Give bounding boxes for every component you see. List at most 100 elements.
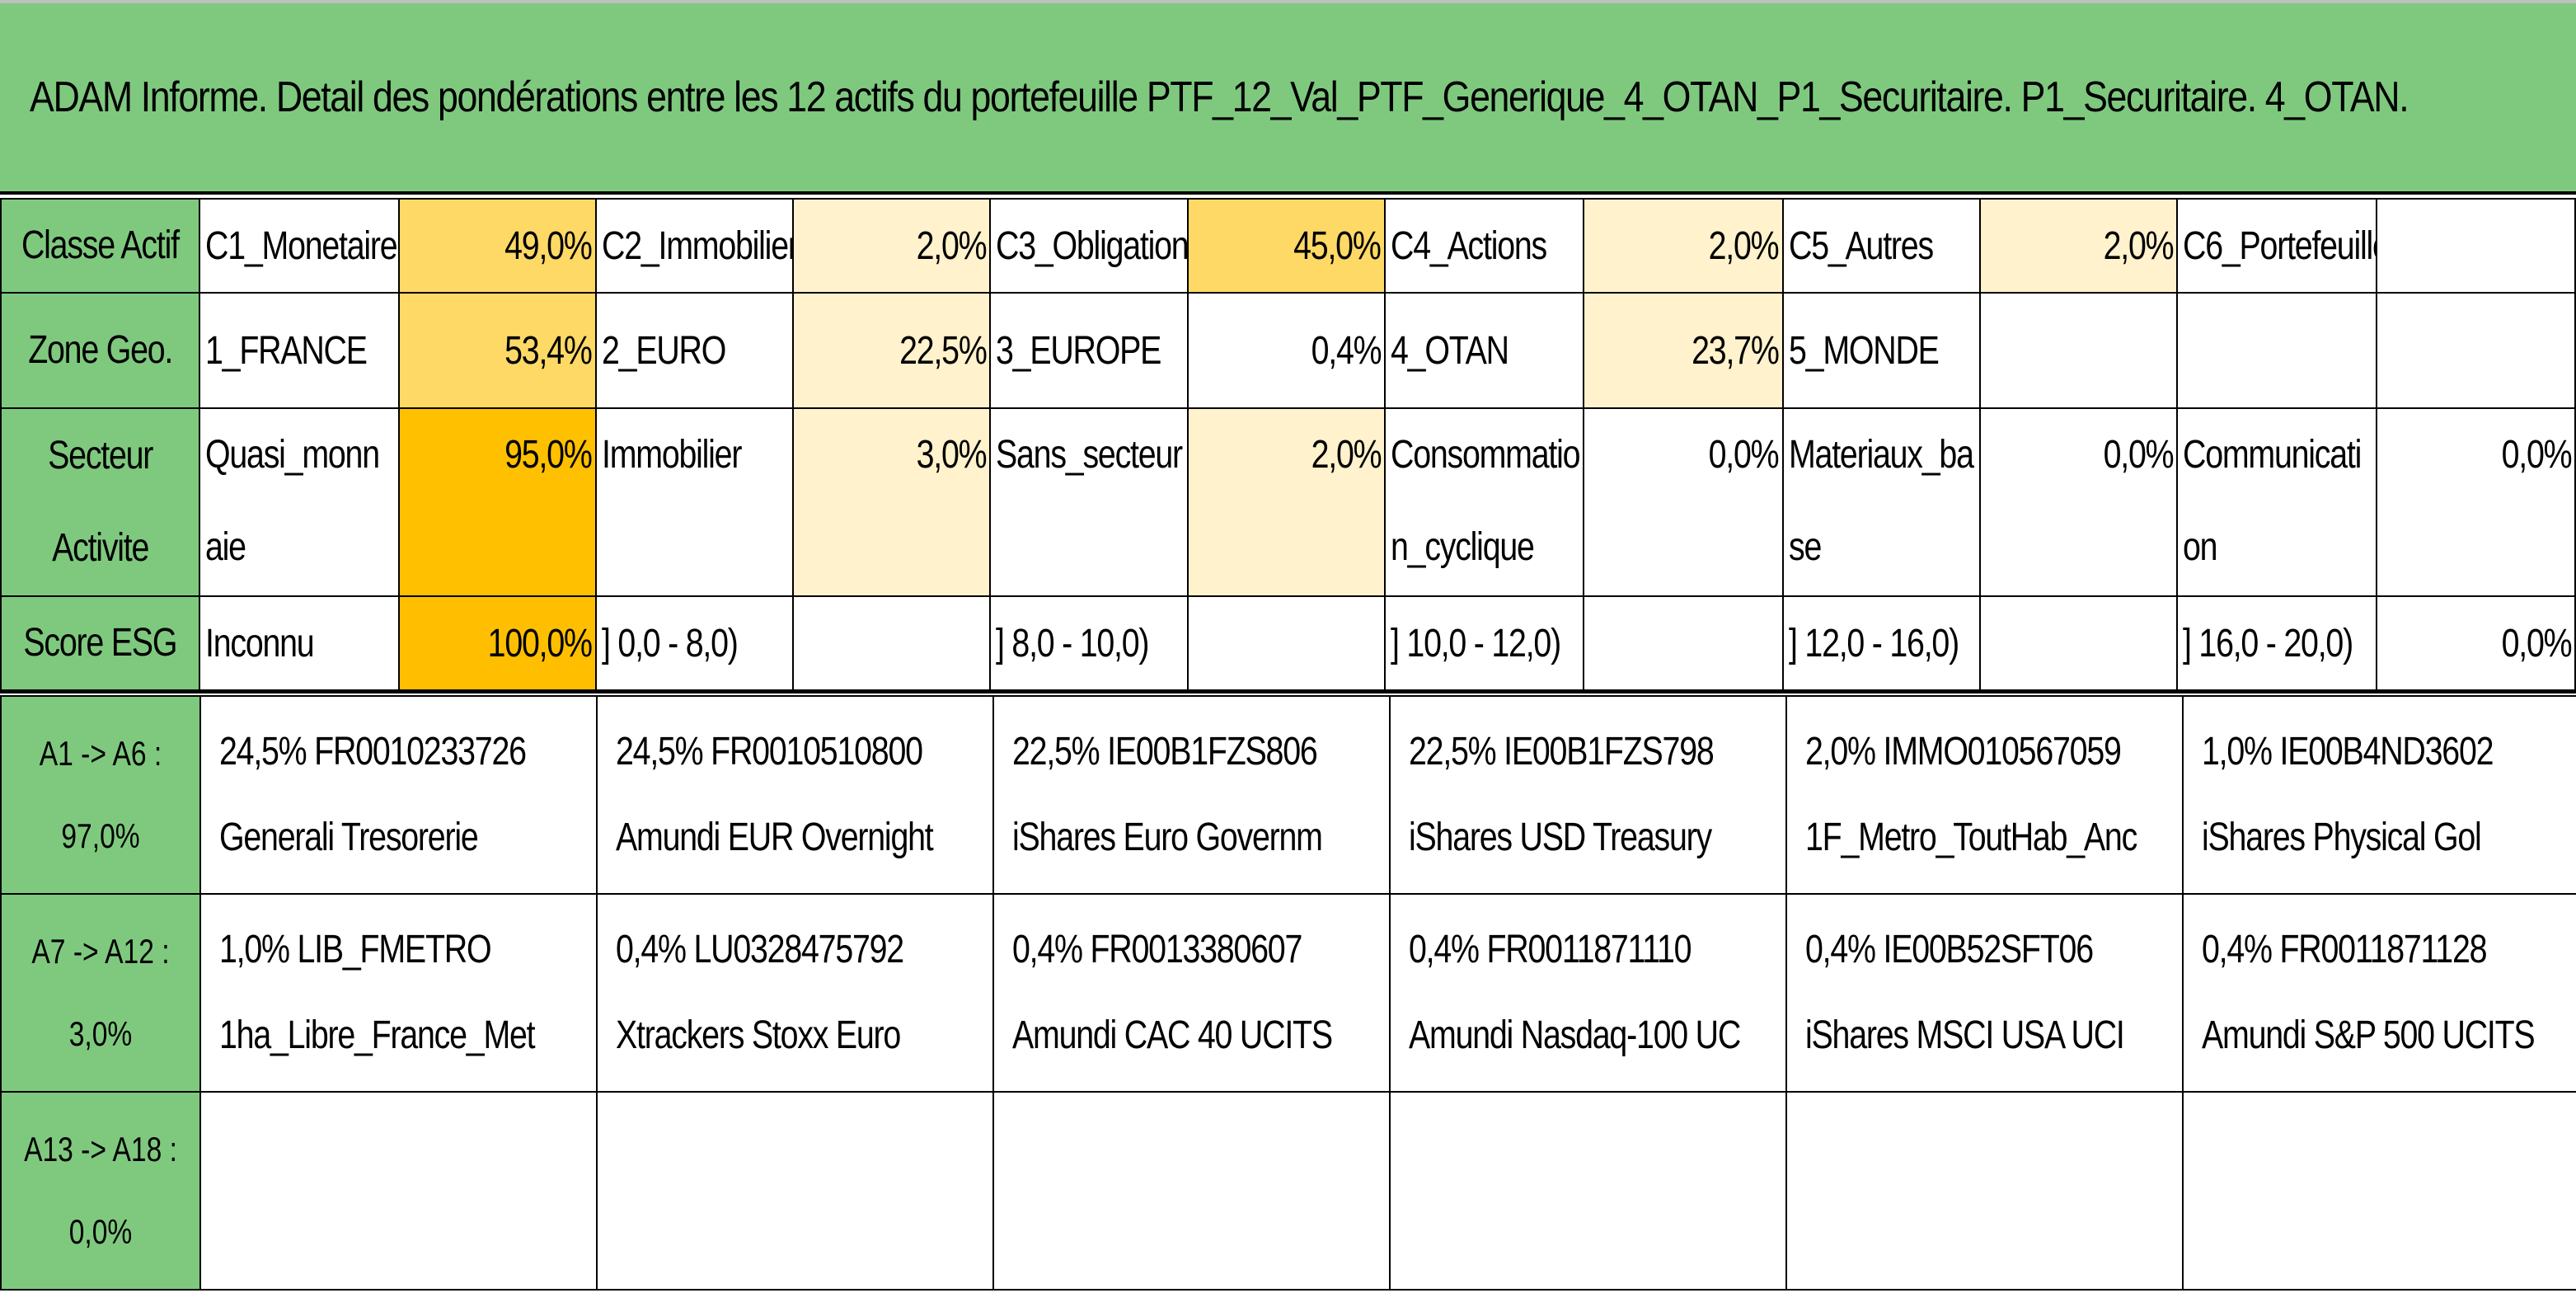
- category-label-cell: ] 0,0 - 8,0): [594, 595, 795, 694]
- category-label-cell: C2_Immobilier: [594, 198, 795, 294]
- weight-value-cell: [1186, 595, 1387, 694]
- row-header: Secteur Activite: [0, 407, 201, 597]
- holding-weight-isin: 0,4% FR0013380607: [1012, 928, 1302, 971]
- weights-row: Score ESG Inconnu 100,0%] 0,0 - 8,0) ] 8,0 …: [0, 595, 2576, 694]
- holdings-group-label: A13 -> A18 : 0,0%: [24, 1130, 177, 1251]
- holding-weight-isin: 0,4% LU0328475792: [616, 928, 904, 971]
- holding-cell: [992, 1091, 1391, 1291]
- weight-value: 2,0%: [1708, 223, 1780, 268]
- category-label-cell: 4_OTAN: [1384, 292, 1585, 409]
- weight-value-cell: 45,0%: [1186, 198, 1387, 294]
- holding-cell: 24,5% FR0010510800 Amundi EUR Overnight: [596, 695, 994, 895]
- weight-value-cell: 22,5%: [792, 292, 992, 409]
- category-label-cell: Sans_secteur: [989, 407, 1189, 597]
- category-label-cell: 1_FRANCE: [199, 292, 400, 409]
- weights-row: Classe Actif C1_Monetaire 49,0% C2_Immobili…: [0, 198, 2576, 294]
- category-label: Quasi_monnaie: [205, 433, 380, 569]
- row-header-label: Score ESG: [23, 621, 178, 665]
- holding-weight-isin: 0,4% IE00B52SFT06: [1805, 928, 2094, 971]
- report-title-bar: ADAM Informe. Detail des pondérations en…: [0, 0, 2576, 195]
- category-label-cell: ] 10,0 - 12,0): [1384, 595, 1585, 694]
- weight-value-cell: 0,0%: [1978, 407, 2179, 597]
- weight-value-cell: 2,0%: [1978, 198, 2179, 294]
- weight-value: 0,0%: [2501, 433, 2572, 477]
- holdings-group-header: A1 -> A6 : 97,0%: [0, 695, 201, 895]
- row-header: Classe Actif: [0, 198, 201, 294]
- weight-value-cell: 0,0%: [2375, 595, 2576, 694]
- holding-name: Amundi Nasdaq-100 UC: [1409, 1013, 1741, 1057]
- weight-value-cell: 2,0%: [1583, 198, 1784, 294]
- holding-name: iShares Physical Gol: [2202, 816, 2482, 859]
- holding-weight-isin: 22,5% IE00B1FZS798: [1409, 730, 1715, 773]
- category-label: Immobilier: [601, 433, 742, 477]
- holding-cell: 0,4% FR0011871128 Amundi S&P 500 UCITS: [2182, 893, 2576, 1093]
- holding-cell: 1,0% LIB_FMETRO 1ha_Libre_France_Met: [199, 893, 598, 1093]
- weight-value: 2,0%: [2103, 223, 2174, 268]
- weight-value-cell: 0,0%: [2375, 407, 2576, 597]
- category-label: 1_FRANCE: [205, 328, 368, 373]
- category-label-cell: [2176, 292, 2377, 409]
- category-label: ] 16,0 - 20,0): [2183, 621, 2353, 665]
- category-label-cell: C5_Autres: [1781, 198, 1981, 294]
- weight-value-cell: [1978, 595, 2179, 694]
- holding-cell: [596, 1091, 994, 1291]
- holding-cell: 24,5% FR0010233726 Generali Tresorerie: [199, 695, 598, 895]
- category-label: Sans_secteur: [996, 433, 1183, 477]
- holding-name: iShares MSCI USA UCI: [1805, 1013, 2125, 1057]
- report-title: ADAM Informe. Detail des pondérations en…: [30, 73, 2409, 121]
- weight-value: 23,7%: [1692, 328, 1780, 373]
- holding-name: Amundi S&P 500 UCITS: [2202, 1013, 2536, 1057]
- holdings-group-header: A7 -> A12 : 3,0%: [0, 893, 201, 1093]
- category-label-cell: 2_EURO: [594, 292, 795, 409]
- category-label-cell: ] 16,0 - 20,0): [2176, 595, 2377, 694]
- category-label-cell: C4_Actions: [1384, 198, 1585, 294]
- holdings-row: A1 -> A6 : 97,0% 24,5% FR0010233726 Genera…: [0, 695, 2576, 895]
- category-label-cell: 3_EUROPE: [989, 292, 1189, 409]
- weight-value: 0,0%: [1708, 433, 1780, 477]
- category-label: C1_Monetaire: [205, 223, 397, 268]
- holding-cell: 0,4% FR0013380607 Amundi CAC 40 UCITS: [992, 893, 1391, 1093]
- holding-cell: 22,5% IE00B1FZS798 iShares USD Treasury: [1389, 695, 1787, 895]
- weight-value-cell: [1978, 292, 2179, 409]
- weight-value-cell: [1583, 595, 1784, 694]
- category-label-cell: C1_Monetaire: [199, 198, 400, 294]
- weight-value-cell: 23,7%: [1583, 292, 1784, 409]
- weight-value: 0,0%: [2103, 433, 2174, 477]
- weight-value-cell: 53,4%: [397, 292, 597, 409]
- holding-weight-isin: 2,0% IMMO010567059: [1805, 730, 2122, 773]
- weight-value: 22,5%: [899, 328, 988, 373]
- holdings-group-label: A1 -> A6 : 97,0%: [39, 734, 162, 855]
- category-label: C3_Obligations: [996, 223, 1188, 268]
- holdings-group-label: A7 -> A12 : 3,0%: [31, 932, 170, 1053]
- weight-value-cell: [2375, 292, 2576, 409]
- weight-value: 0,0%: [2501, 621, 2572, 665]
- row-header: Score ESG: [0, 595, 201, 694]
- category-label-cell: ] 8,0 - 10,0): [989, 595, 1189, 694]
- holding-cell: 2,0% IMMO010567059 1F_Metro_ToutHab_Anc: [1785, 695, 2184, 895]
- category-label: ] 10,0 - 12,0): [1391, 621, 1561, 665]
- holding-cell: 1,0% IE00B4ND3602 iShares Physical Gol: [2182, 695, 2576, 895]
- holding-weight-isin: 22,5% IE00B1FZS806: [1012, 730, 1318, 773]
- category-label: C4_Actions: [1391, 223, 1547, 268]
- weight-value: 2,0%: [1311, 433, 1382, 477]
- weight-value-cell: [792, 595, 992, 694]
- category-label: Inconnu: [205, 621, 315, 665]
- holding-name: iShares USD Treasury: [1409, 816, 1712, 859]
- holding-cell: 0,4% FR0011871110 Amundi Nasdaq-100 UC: [1389, 893, 1787, 1093]
- category-label: C2_Immobilier: [601, 223, 794, 268]
- category-label-cell: C6_Portefeuille: [2176, 198, 2377, 294]
- category-label: C5_Autres: [1788, 223, 1934, 268]
- weight-value: 100,0%: [487, 621, 593, 665]
- category-label: Communication: [2183, 433, 2362, 569]
- weight-value-cell: 100,0%: [397, 595, 597, 694]
- holding-cell: 22,5% IE00B1FZS806 iShares Euro Governm: [992, 695, 1391, 895]
- weight-value: 3,0%: [916, 433, 988, 477]
- weight-value: 2,0%: [916, 223, 988, 268]
- category-label-cell: Communication: [2176, 407, 2377, 597]
- weight-value: 95,0%: [504, 433, 593, 477]
- holding-weight-isin: 24,5% FR0010233726: [219, 730, 527, 773]
- category-label: C6_Portefeuille: [2183, 223, 2377, 268]
- weight-value: 0,4%: [1311, 328, 1382, 373]
- holding-weight-isin: 24,5% FR0010510800: [616, 730, 923, 773]
